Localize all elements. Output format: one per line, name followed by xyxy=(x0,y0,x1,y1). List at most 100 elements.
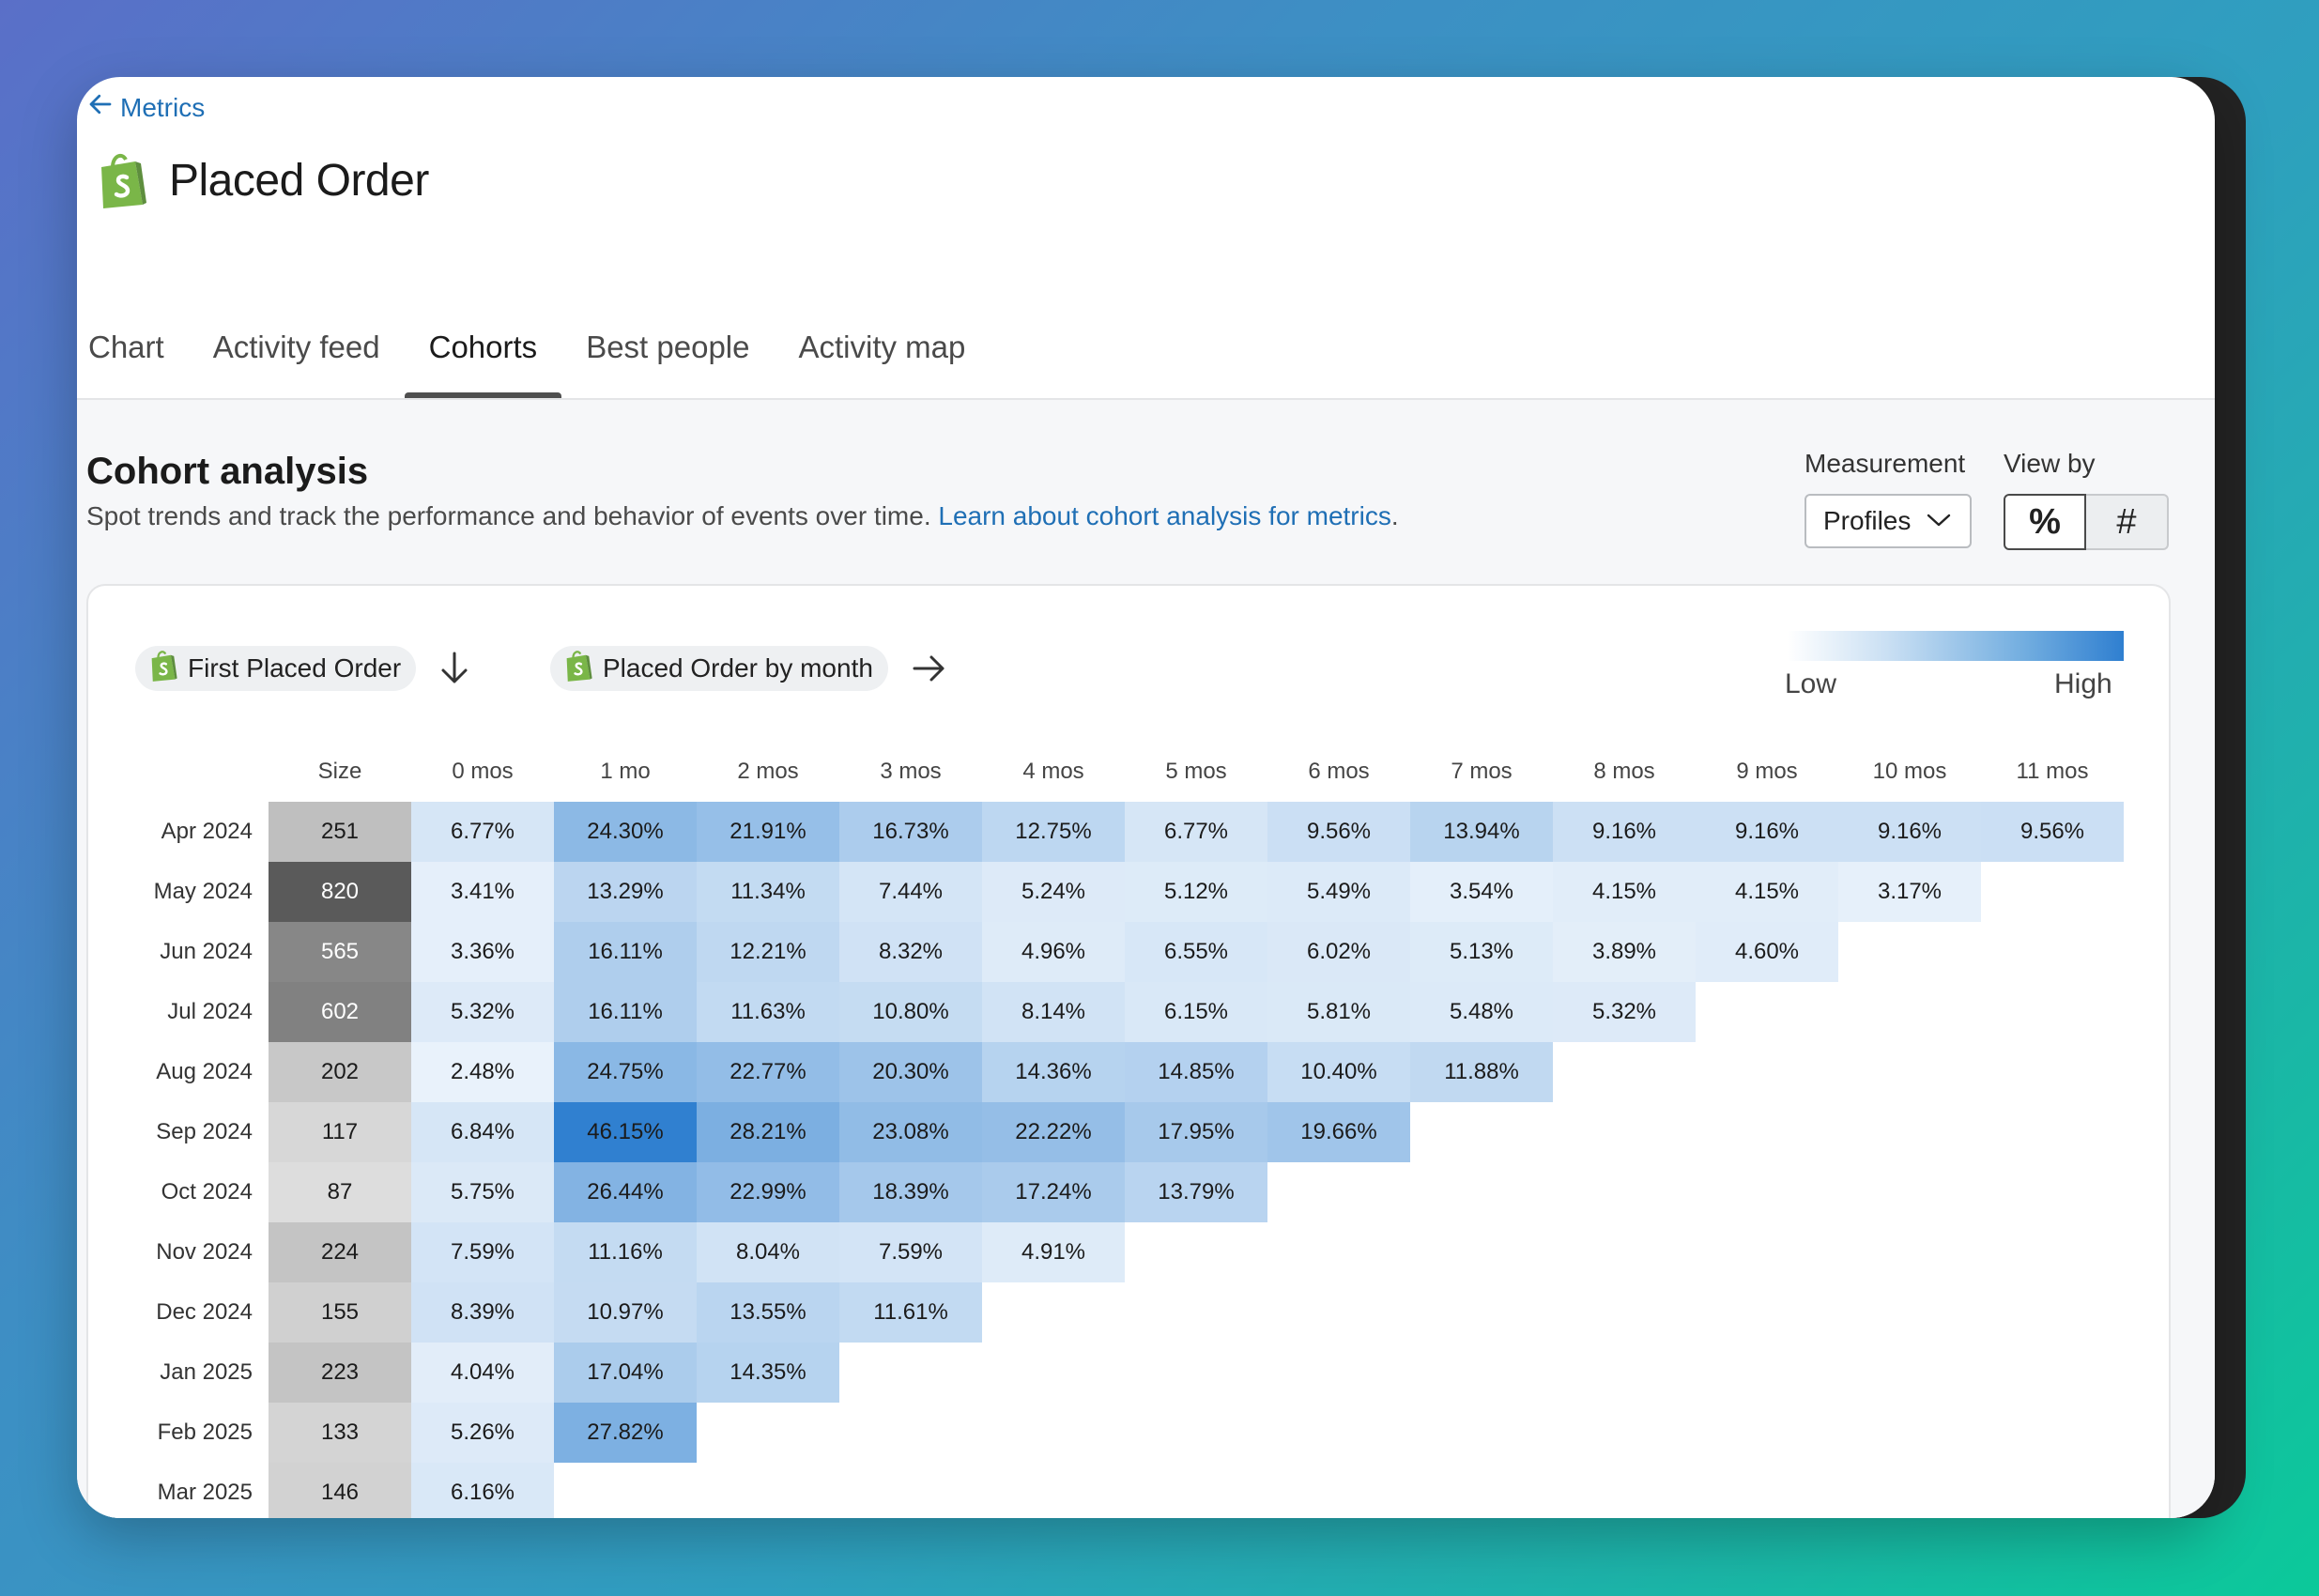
chevron-down-icon xyxy=(1925,506,1953,536)
heatmap-cell[interactable]: 6.02% xyxy=(1267,922,1410,982)
heatmap-cell[interactable]: 5.24% xyxy=(982,862,1125,922)
heatmap-cell[interactable]: 6.77% xyxy=(411,802,554,862)
tab-chart[interactable]: Chart xyxy=(88,330,164,364)
heatmap-cell[interactable]: 28.21% xyxy=(697,1102,839,1162)
heatmap-cell[interactable]: 13.55% xyxy=(697,1282,839,1343)
heatmap-cell[interactable]: 11.61% xyxy=(839,1282,982,1343)
heatmap-cell[interactable]: 27.82% xyxy=(554,1403,697,1463)
heatmap-cell[interactable]: 10.40% xyxy=(1267,1042,1410,1102)
row-dimension-chip[interactable]: First Placed Order xyxy=(135,646,417,691)
heatmap-cell[interactable]: 5.12% xyxy=(1125,862,1267,922)
heatmap-cell[interactable]: 3.41% xyxy=(411,862,554,922)
heatmap-cell[interactable]: 26.44% xyxy=(554,1162,697,1222)
heatmap-cell[interactable]: 10.97% xyxy=(554,1282,697,1343)
heatmap-cell[interactable]: 12.21% xyxy=(697,922,839,982)
heatmap-cell[interactable]: 4.60% xyxy=(1696,922,1838,982)
heatmap-cell[interactable]: 21.91% xyxy=(697,802,839,862)
heatmap-cell[interactable]: 8.39% xyxy=(411,1282,554,1343)
heatmap-cell[interactable]: 17.24% xyxy=(982,1162,1125,1222)
heatmap-cell[interactable]: 6.16% xyxy=(411,1463,554,1518)
tab-cohorts[interactable]: Cohorts xyxy=(404,312,562,400)
learn-more-link[interactable]: Learn about cohort analysis for metrics xyxy=(938,501,1391,530)
heatmap-cell[interactable]: 14.85% xyxy=(1125,1042,1267,1102)
heatmap-cell[interactable]: 10.80% xyxy=(839,982,982,1042)
heatmap-cell[interactable]: 5.81% xyxy=(1267,982,1410,1042)
heatmap-cell[interactable]: 6.15% xyxy=(1125,982,1267,1042)
heatmap-cell[interactable]: 5.49% xyxy=(1267,862,1410,922)
heatmap-cell[interactable]: 8.32% xyxy=(839,922,982,982)
heatmap-cell[interactable]: 3.89% xyxy=(1553,922,1696,982)
heatmap-cell[interactable]: 11.34% xyxy=(697,862,839,922)
heatmap-cell[interactable]: 4.04% xyxy=(411,1343,554,1403)
cohort-row-label: Apr 2024 xyxy=(161,819,253,844)
heatmap-cell[interactable]: 14.35% xyxy=(697,1343,839,1403)
measurement-select[interactable]: Profiles xyxy=(1805,494,1972,548)
heatmap-cell[interactable]: 3.17% xyxy=(1838,862,1981,922)
heatmap-cell[interactable]: 3.36% xyxy=(411,922,554,982)
heatmap-cell[interactable]: 6.77% xyxy=(1125,802,1267,862)
heatmap-cell[interactable]: 22.77% xyxy=(697,1042,839,1102)
heatmap-cell[interactable]: 2.48% xyxy=(411,1042,554,1102)
heatmap-cell[interactable]: 9.16% xyxy=(1553,802,1696,862)
heatmap-cell[interactable]: 5.32% xyxy=(1553,982,1696,1042)
page-header: Placed Order xyxy=(96,150,429,210)
heatmap-cell[interactable]: 7.44% xyxy=(839,862,982,922)
heatmap-cell[interactable]: 13.29% xyxy=(554,862,697,922)
heatmap-cell[interactable]: 6.84% xyxy=(411,1102,554,1162)
heatmap-cell[interactable]: 9.16% xyxy=(1696,802,1838,862)
tab-best-people[interactable]: Best people xyxy=(586,330,750,364)
heatmap-cell[interactable]: 11.88% xyxy=(1410,1042,1553,1102)
cohort-size-cell: 820 xyxy=(269,862,411,922)
heatmap-cell[interactable]: 19.66% xyxy=(1267,1102,1410,1162)
cohort-card: First Placed Order Placed Order by month… xyxy=(86,584,2171,1518)
heatmap-cell[interactable]: 17.95% xyxy=(1125,1102,1267,1162)
heatmap-cell[interactable]: 16.73% xyxy=(839,802,982,862)
column-header: 0 mos xyxy=(452,759,514,784)
heatmap-cell[interactable]: 3.54% xyxy=(1410,862,1553,922)
heatmap-cell[interactable]: 23.08% xyxy=(839,1102,982,1162)
heatmap-cell[interactable]: 17.04% xyxy=(554,1343,697,1403)
heatmap-cell[interactable]: 11.16% xyxy=(554,1222,697,1282)
heatmap-cell[interactable]: 7.59% xyxy=(411,1222,554,1282)
heatmap-cell[interactable]: 9.56% xyxy=(1267,802,1410,862)
heatmap-cell[interactable]: 5.75% xyxy=(411,1162,554,1222)
cohort-size-cell: 602 xyxy=(269,982,411,1042)
heatmap-cell[interactable]: 22.99% xyxy=(697,1162,839,1222)
heatmap-cell[interactable]: 4.96% xyxy=(982,922,1125,982)
heatmap-cell[interactable]: 46.15% xyxy=(554,1102,697,1162)
heatmap-cell[interactable]: 16.11% xyxy=(554,982,697,1042)
heatmap-cell[interactable]: 7.59% xyxy=(839,1222,982,1282)
heatmap-cell[interactable]: 4.15% xyxy=(1696,862,1838,922)
heatmap-cell[interactable]: 5.48% xyxy=(1410,982,1553,1042)
heatmap-cell[interactable]: 13.94% xyxy=(1410,802,1553,862)
heatmap-cell[interactable]: 5.32% xyxy=(411,982,554,1042)
heatmap-cell[interactable]: 20.30% xyxy=(839,1042,982,1102)
heatmap-cell[interactable]: 5.13% xyxy=(1410,922,1553,982)
column-header-size: Size xyxy=(317,759,362,784)
heatmap-cell[interactable]: 6.55% xyxy=(1125,922,1267,982)
legend-low-label: Low xyxy=(1785,668,1837,699)
heatmap-cell[interactable]: 8.04% xyxy=(697,1222,839,1282)
heatmap-cell[interactable]: 18.39% xyxy=(839,1162,982,1222)
heatmap-cell[interactable]: 16.11% xyxy=(554,922,697,982)
heatmap-cell[interactable]: 4.91% xyxy=(982,1222,1125,1282)
heatmap-cell[interactable]: 13.79% xyxy=(1125,1162,1267,1222)
heatmap-cell[interactable]: 5.26% xyxy=(411,1403,554,1463)
heatmap-cell[interactable]: 8.14% xyxy=(982,982,1125,1042)
heatmap-cell[interactable]: 12.75% xyxy=(982,802,1125,862)
heatmap-cell[interactable]: 4.15% xyxy=(1553,862,1696,922)
tab-activity-map[interactable]: Activity map xyxy=(798,330,966,364)
heatmap-cell[interactable]: 24.75% xyxy=(554,1042,697,1102)
view-by-percent-option[interactable]: % xyxy=(2004,494,2086,550)
heatmap-cell[interactable]: 14.36% xyxy=(982,1042,1125,1102)
tab-activity-feed[interactable]: Activity feed xyxy=(212,330,380,364)
heatmap-cell[interactable]: 11.63% xyxy=(697,982,839,1042)
heatmap-cell[interactable]: 22.22% xyxy=(982,1102,1125,1162)
view-by-count-option[interactable]: # xyxy=(2086,494,2169,550)
heatmap-cell[interactable]: 9.16% xyxy=(1838,802,1981,862)
arrow-down-icon xyxy=(436,650,473,687)
heatmap-cell[interactable]: 24.30% xyxy=(554,802,697,862)
back-to-metrics-link[interactable]: Metrics xyxy=(86,90,205,125)
heatmap-cell[interactable]: 9.56% xyxy=(1981,802,2124,862)
column-dimension-chip[interactable]: Placed Order by month xyxy=(550,646,888,691)
